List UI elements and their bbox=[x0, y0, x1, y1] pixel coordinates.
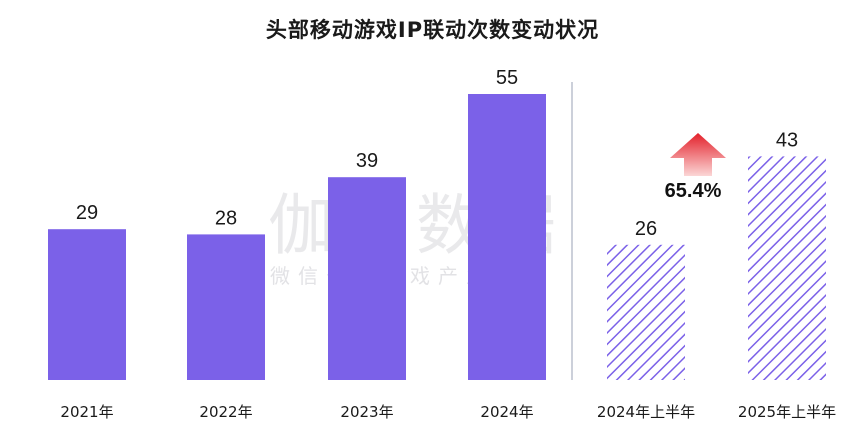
x-tick-label: 2024年上半年 bbox=[597, 403, 695, 421]
bar-value-label: 26 bbox=[635, 218, 657, 240]
bar-5 bbox=[748, 156, 826, 380]
chart-title: 头部移动游戏IP联动次数变动状况 bbox=[265, 18, 600, 42]
x-tick-label: 2024年 bbox=[480, 403, 533, 421]
bar-2 bbox=[328, 177, 406, 380]
bar-value-label: 28 bbox=[215, 207, 237, 229]
bar-1 bbox=[187, 234, 265, 380]
x-tick-label: 2023年 bbox=[340, 403, 393, 421]
bar-value-label: 39 bbox=[356, 150, 378, 172]
bar-value-label: 55 bbox=[496, 67, 518, 89]
bar-value-label: 43 bbox=[776, 129, 798, 151]
x-tick-label: 2022年 bbox=[199, 403, 252, 421]
growth-annotation: 65.4% bbox=[665, 180, 722, 202]
x-tick-label: 2025年上半年 bbox=[738, 403, 836, 421]
bar-value-label: 29 bbox=[76, 202, 98, 224]
bar-0 bbox=[48, 229, 126, 380]
bar-3 bbox=[468, 94, 546, 380]
x-tick-label: 2021年 bbox=[60, 403, 113, 421]
bar-4 bbox=[607, 244, 685, 380]
up-arrow-icon bbox=[670, 133, 726, 176]
